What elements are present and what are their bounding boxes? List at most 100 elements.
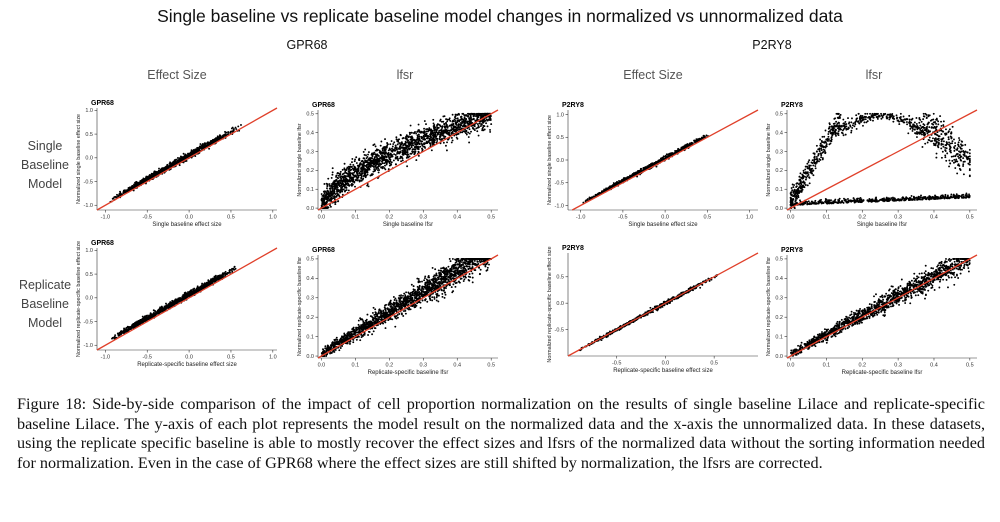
scatter-point <box>135 184 138 187</box>
scatter-point <box>225 134 228 137</box>
scatter-point <box>383 149 386 152</box>
scatter-point <box>427 140 430 143</box>
scatter-point <box>388 164 391 167</box>
scatter-point <box>671 154 674 157</box>
scatter-point <box>187 152 190 155</box>
scatter-point <box>209 141 212 144</box>
scatter-point <box>619 181 622 184</box>
scatter-point <box>676 150 679 153</box>
scatter-point <box>114 195 117 198</box>
scatter-point <box>150 174 153 177</box>
scatter-point <box>895 199 898 202</box>
scatter-point <box>793 203 796 206</box>
scatter-point <box>186 155 189 157</box>
scatter-point <box>596 194 599 196</box>
scatter-point <box>662 158 665 161</box>
scatter-point <box>336 176 339 179</box>
scatter-point <box>337 181 339 184</box>
scatter-point <box>413 139 416 142</box>
scatter-point <box>438 123 440 126</box>
scatter-point <box>935 196 938 199</box>
scatter-point <box>355 168 358 171</box>
scatter-point <box>681 146 684 149</box>
scatter-point <box>416 134 419 137</box>
scatter-point <box>880 117 883 120</box>
scatter-point <box>208 142 211 145</box>
scatter-point <box>146 175 149 178</box>
scatter-point <box>146 178 149 180</box>
scatter-point <box>618 182 621 184</box>
scatter-point <box>702 136 705 139</box>
scatter-point <box>329 195 332 198</box>
scatter-point <box>928 197 931 200</box>
scatter-point <box>944 146 947 149</box>
scatter-point <box>165 166 168 169</box>
scatter-point <box>458 130 461 133</box>
scatter-point <box>170 165 173 168</box>
scatter-point <box>455 136 458 139</box>
scatter-point <box>909 125 912 127</box>
scatter-point <box>364 148 367 151</box>
scatter-point <box>626 176 628 179</box>
scatter-point <box>162 169 165 172</box>
scatter-point <box>195 150 198 153</box>
scatter-point <box>361 169 364 172</box>
scatter-point <box>484 112 487 115</box>
scatter-point <box>202 148 205 151</box>
scatter-point <box>149 174 152 177</box>
scatter-point <box>944 156 947 159</box>
scatter-point <box>173 160 176 163</box>
scatter-point <box>861 119 864 122</box>
scatter-point <box>456 128 458 130</box>
scatter-point <box>347 183 350 186</box>
scatter-point <box>185 159 188 162</box>
scatter-point <box>423 142 426 145</box>
scatter-point <box>801 203 804 206</box>
scatter-point <box>442 141 445 144</box>
scatter-point <box>175 161 178 164</box>
scatter-point <box>691 142 694 145</box>
scatter-point <box>876 116 879 119</box>
scatter-point <box>660 159 662 162</box>
scatter-point <box>200 147 203 150</box>
scatter-point <box>401 151 404 154</box>
scatter-point <box>603 189 606 191</box>
scatter-point <box>323 199 326 202</box>
scatter-point <box>653 164 656 167</box>
scatter-point <box>349 174 352 177</box>
scatter-point <box>482 112 485 115</box>
scatter-point <box>445 131 447 134</box>
scatter-point <box>479 115 482 118</box>
scatter-point <box>465 118 468 121</box>
scatter-point <box>477 114 480 117</box>
scatter-point <box>891 199 894 202</box>
scatter-point <box>186 157 189 160</box>
scatter-point <box>152 175 155 178</box>
scatter-point <box>393 149 396 152</box>
scatter-point <box>352 179 354 182</box>
scatter-point <box>473 129 476 132</box>
scatter-point <box>215 139 218 142</box>
scatter-point <box>399 157 401 160</box>
scatter-point <box>469 119 472 122</box>
scatter-point <box>637 173 639 176</box>
scatter-point <box>962 195 965 198</box>
scatter-point <box>463 123 466 126</box>
scatter-point <box>683 145 686 148</box>
scatter-point <box>403 143 406 145</box>
scatter-point <box>962 160 965 163</box>
scatter-point <box>434 136 437 138</box>
scatter-point <box>202 145 205 148</box>
scatter-point <box>320 197 323 200</box>
scatter-point <box>127 188 130 191</box>
scatter-point <box>410 140 413 143</box>
scatter-point <box>347 182 350 185</box>
scatter-point <box>372 161 375 164</box>
scatter-point <box>628 176 631 179</box>
scatter-point <box>157 172 160 175</box>
scatter-point <box>480 115 483 117</box>
scatter-point <box>409 141 412 144</box>
scatter-point <box>193 149 196 152</box>
scatter-point <box>384 155 387 158</box>
scatter-point <box>655 160 657 163</box>
